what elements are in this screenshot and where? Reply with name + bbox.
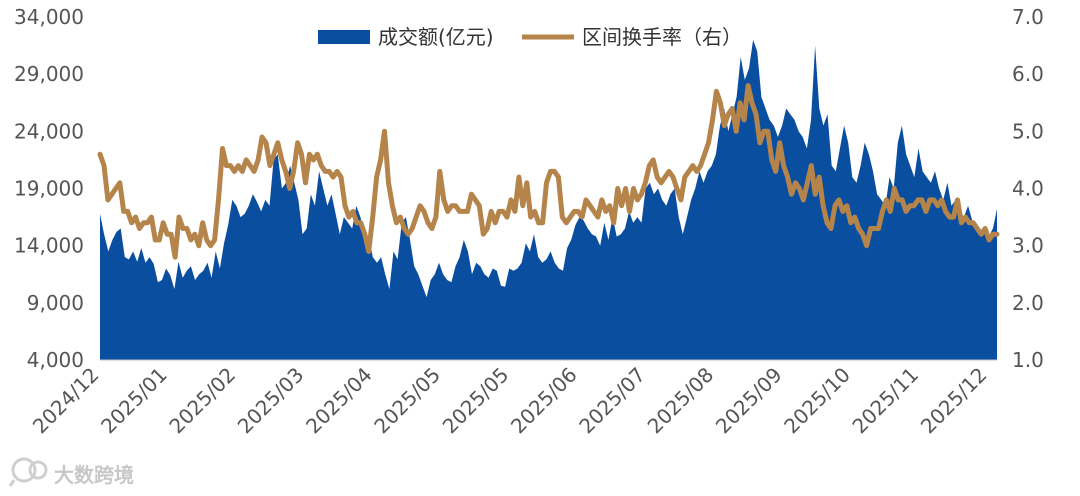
- x-tick-label: 2025/11: [848, 363, 924, 439]
- x-tick-label: 2024/12: [28, 363, 104, 439]
- y-left-tick-label: 14,000: [14, 234, 84, 258]
- legend-swatch-area: [318, 30, 370, 44]
- x-tick-label: 2025/07: [574, 363, 650, 439]
- legend-label-area: 成交额(亿元): [378, 25, 494, 49]
- y-left-tick-label: 24,000: [14, 119, 84, 143]
- x-tick-label: 2025/05: [369, 363, 445, 439]
- watermark-text: 大数跨境: [54, 463, 134, 487]
- y-right-tick-label: 4.0: [1012, 177, 1044, 201]
- x-tick-label: 2025/10: [779, 363, 855, 439]
- y-left-tick-label: 34,000: [14, 5, 84, 29]
- y-right-tick-label: 2.0: [1012, 291, 1044, 315]
- plot-area: [97, 39, 1000, 361]
- watermark: 大数跨境: [8, 457, 134, 487]
- y-left-tick-label: 19,000: [14, 177, 84, 201]
- x-tick-label: 2025/08: [643, 363, 719, 439]
- y-right-tick-label: 3.0: [1012, 234, 1044, 258]
- series-area-volume: [100, 39, 997, 361]
- y-right-tick-label: 7.0: [1012, 5, 1044, 29]
- y-left-tick-label: 4,000: [27, 348, 84, 372]
- x-tick-label: 2025/06: [506, 363, 582, 439]
- x-tick-label: 2025/03: [233, 363, 309, 439]
- series-line-turnover: [97, 83, 1000, 260]
- y-axis-right: 7.0 6.0 5.0 4.0 3.0 2.0 1.0: [1012, 5, 1044, 372]
- x-tick-label: 2025/02: [164, 363, 240, 439]
- y-right-tick-label: 1.0: [1012, 348, 1044, 372]
- y-right-tick-label: 5.0: [1012, 119, 1044, 143]
- x-tick-label: 2025/12: [916, 363, 992, 439]
- x-axis: 2024/122025/012025/022025/032025/042025/…: [28, 363, 992, 439]
- y-left-tick-label: 9,000: [27, 291, 84, 315]
- y-right-tick-label: 6.0: [1012, 62, 1044, 86]
- x-tick-label: 2025/09: [711, 363, 787, 439]
- x-tick-label: 2025/05: [438, 363, 514, 439]
- y-axis-left: 34,000 29,000 24,000 19,000 14,000 9,000 4,000: [14, 5, 84, 372]
- legend-label-line: 区间换手率（右）: [582, 25, 742, 49]
- y-left-tick-label: 29,000: [14, 62, 84, 86]
- x-tick-label: 2025/04: [301, 363, 377, 439]
- legend: 成交额(亿元) 区间换手率（右）: [318, 25, 742, 49]
- logo-mark-icon: [8, 457, 48, 487]
- x-tick-label: 2025/01: [96, 363, 172, 439]
